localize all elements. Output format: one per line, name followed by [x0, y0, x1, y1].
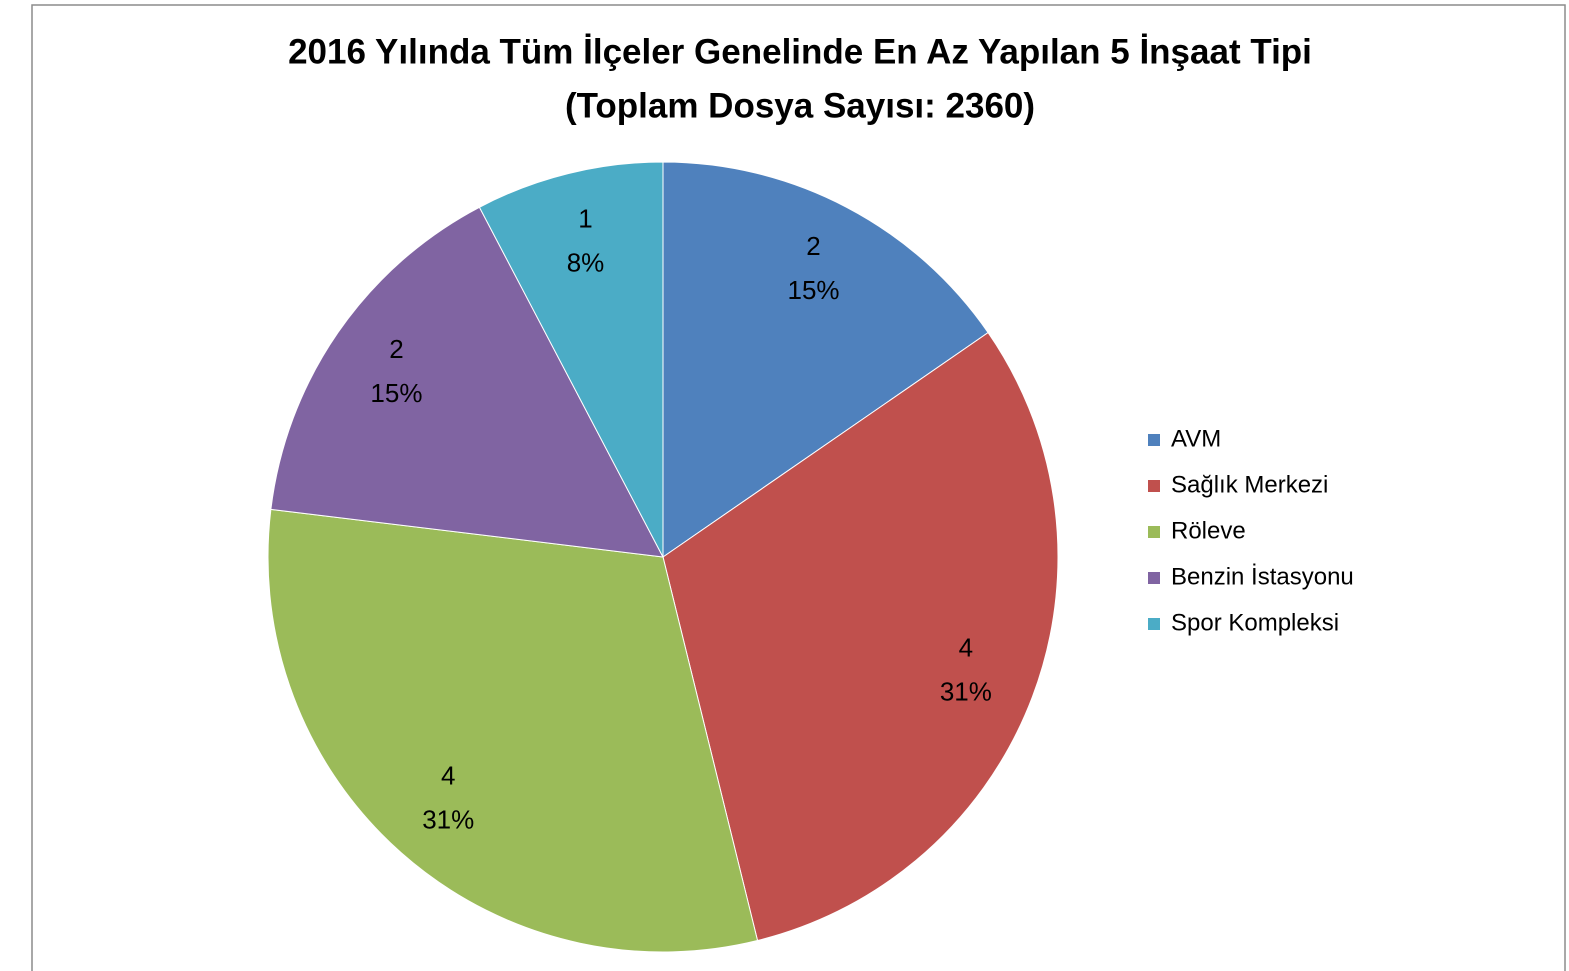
data-label: 2 [389, 334, 403, 364]
data-label: 15% [370, 378, 422, 408]
legend-label: AVM [1171, 425, 1221, 452]
pie-slice [662, 161, 989, 558]
legend-swatch [1148, 526, 1160, 538]
legend-label: Sağlık Merkezi [1171, 471, 1328, 498]
data-label: 31% [422, 804, 474, 834]
data-label: 1 [578, 203, 592, 233]
data-label: 4 [441, 760, 455, 790]
pie-slice [270, 206, 664, 558]
legend-swatch [1148, 572, 1160, 584]
pie-slice [267, 508, 759, 953]
legend-swatch [1148, 434, 1160, 446]
data-label: 15% [788, 275, 840, 305]
legend-label: Benzin İstasyonu [1171, 563, 1354, 590]
data-label: 31% [940, 677, 992, 707]
pie-slice [662, 331, 1059, 942]
chart-title: (Toplam Dosya Sayısı: 2360) [565, 86, 1035, 125]
data-label: 8% [567, 247, 605, 277]
legend-label: Spor Kompleksi [1171, 609, 1339, 636]
data-label: 4 [959, 633, 973, 663]
legend-swatch [1148, 618, 1160, 630]
chart-title: 2016 Yılında Tüm İlçeler Genelinde En Az… [288, 32, 1312, 71]
pie-slice [478, 161, 664, 558]
legend-label: Röleve [1171, 517, 1246, 544]
data-label: 2 [806, 231, 820, 261]
legend-swatch [1148, 480, 1160, 492]
